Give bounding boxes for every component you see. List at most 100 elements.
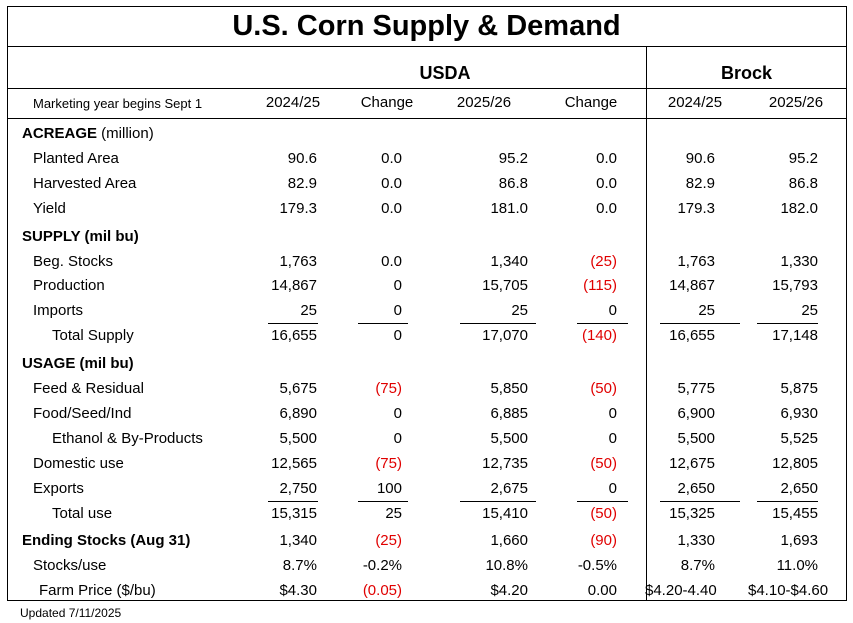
row-label: Stocks/use <box>33 557 106 574</box>
row-label: ACREAGE (million) <box>22 125 154 142</box>
table-row: Planted Area 90.6 0.0 95.2 0.0 90.6 95.2 <box>0 150 853 175</box>
table-cell: 1,330 <box>677 532 715 549</box>
table-cell: 0 <box>393 277 402 294</box>
table-row: Total Supply 16,655 0 17,070 (140) 16,655 17,1… <box>0 327 853 352</box>
column-header-5: 2024/25 <box>667 94 723 111</box>
table-cell: 12,675 <box>669 455 715 472</box>
table-cell: 100 <box>376 480 402 497</box>
row-label-text: Production <box>33 277 105 294</box>
table-cell: 95.2 <box>498 150 528 167</box>
table-cell: 82.9 <box>685 175 715 192</box>
table-cell: 1,693 <box>780 532 818 549</box>
row-label-text: Exports <box>33 480 84 497</box>
row-label-unit: (million) <box>97 125 154 142</box>
table-cell: 12,805 <box>772 455 818 472</box>
row-label: Production <box>33 277 105 294</box>
sum-underline <box>577 501 628 502</box>
table-cell: 0 <box>608 302 617 319</box>
table-cell: (115) <box>583 277 617 294</box>
table-cell: 0 <box>608 480 617 497</box>
table-row: Ending Stocks (Aug 31) 1,340 (25) 1,660 (90)… <box>0 532 853 557</box>
table-row: Ethanol & By-Products 5,500 0 5,500 0 5,500 5,… <box>0 430 853 455</box>
column-header-4: Change <box>564 94 618 111</box>
row-label: SUPPLY (mil bu) <box>22 228 139 245</box>
table-cell: 0.0 <box>596 150 617 167</box>
row-label: Feed & Residual <box>33 380 144 397</box>
table-cell: 15,315 <box>271 505 317 522</box>
table-cell: 15,455 <box>772 505 818 522</box>
table-cell: 1,340 <box>279 532 317 549</box>
row-label: Imports <box>33 302 83 319</box>
row-label-text: Ending Stocks (Aug 31) <box>22 532 191 549</box>
row-label: Beg. Stocks <box>33 253 113 270</box>
table-cell: 2,750 <box>279 480 317 497</box>
table-cell: 17,148 <box>772 327 818 344</box>
column-header-3: 2025/26 <box>456 94 512 111</box>
row-label-text: Beg. Stocks <box>33 253 114 270</box>
row-label-text: Domestic use <box>33 455 124 472</box>
table-cell: 15,325 <box>669 505 715 522</box>
table-cell: (140) <box>581 327 617 344</box>
table-cell: 12,735 <box>482 455 528 472</box>
table-row: USAGE (mil bu) <box>0 355 853 380</box>
table-cell: 5,500 <box>279 430 317 447</box>
table-cell: 6,930 <box>780 405 818 422</box>
table-cell: 2,675 <box>490 480 528 497</box>
table-cell: 6,900 <box>677 405 715 422</box>
row-label: Ethanol & By-Products <box>52 430 203 447</box>
column-header-6: 2025/26 <box>768 94 824 111</box>
table-cell: 25 <box>300 302 317 319</box>
row-label-text: Planted Area <box>33 150 119 167</box>
row-label-text: ACREAGE <box>22 125 98 142</box>
table-cell: 0 <box>608 405 617 422</box>
row-label-text: Total use <box>52 505 113 522</box>
header-top-divider <box>7 88 847 89</box>
row-label: Planted Area <box>33 150 119 167</box>
table-cell: 0 <box>393 405 402 422</box>
table-cell: 0.0 <box>381 200 402 217</box>
table-cell: $4.10-$4.60 <box>748 582 829 599</box>
table-cell: 2,650 <box>677 480 715 497</box>
table-cell: $4.30 <box>279 582 317 599</box>
row-label-text: Food/Seed/Ind <box>33 405 132 422</box>
table-cell: 179.3 <box>677 200 715 217</box>
table-row: Imports 25 0 25 0 25 25 <box>0 302 853 327</box>
table-cell: 5,775 <box>677 380 715 397</box>
table-row: Harvested Area 82.9 0.0 86.8 0.0 82.9 86.8 <box>0 175 853 200</box>
table-cell: 10.8% <box>485 557 528 574</box>
sum-underline <box>577 323 628 324</box>
table-cell: 90.6 <box>685 150 715 167</box>
sum-underline <box>268 501 318 502</box>
sum-underline <box>460 323 536 324</box>
table-cell: 5,850 <box>490 380 528 397</box>
table-cell: 6,885 <box>490 405 528 422</box>
row-label-text: Farm Price ($/bu) <box>39 582 156 599</box>
table-cell: 86.8 <box>788 175 818 192</box>
table-row: SUPPLY (mil bu) <box>0 228 853 253</box>
sum-underline <box>268 323 318 324</box>
table-cell: 6,890 <box>279 405 317 422</box>
table-cell: -0.2% <box>362 557 402 574</box>
table-cell: 0.0 <box>381 253 402 270</box>
table-cell: (0.05) <box>362 582 402 599</box>
sum-underline <box>358 501 408 502</box>
table-row: Exports 2,750 100 2,675 0 2,650 2,650 <box>0 480 853 505</box>
table-cell: 15,793 <box>772 277 818 294</box>
table-cell: (75) <box>375 380 402 397</box>
sum-underline <box>757 501 818 502</box>
table-cell: 90.6 <box>287 150 317 167</box>
table-cell: (75) <box>375 455 402 472</box>
table-cell: 8.7% <box>282 557 317 574</box>
table-cell: (50) <box>590 455 617 472</box>
table-cell: 5,675 <box>279 380 317 397</box>
table-cell: 2,650 <box>780 480 818 497</box>
table-cell: 95.2 <box>788 150 818 167</box>
brock-divider <box>646 46 647 601</box>
table-cell: 0.00 <box>587 582 617 599</box>
table-row: Feed & Residual 5,675 (75) 5,850 (50) 5,775 5,… <box>0 380 853 405</box>
row-label-text: Stocks/use <box>33 557 107 574</box>
table-cell: 25 <box>698 302 715 319</box>
marketing-year-label: Marketing year begins Sept 1 <box>33 96 203 111</box>
row-label-text: SUPPLY (mil bu) <box>22 228 139 245</box>
header-bottom-divider <box>7 118 847 119</box>
